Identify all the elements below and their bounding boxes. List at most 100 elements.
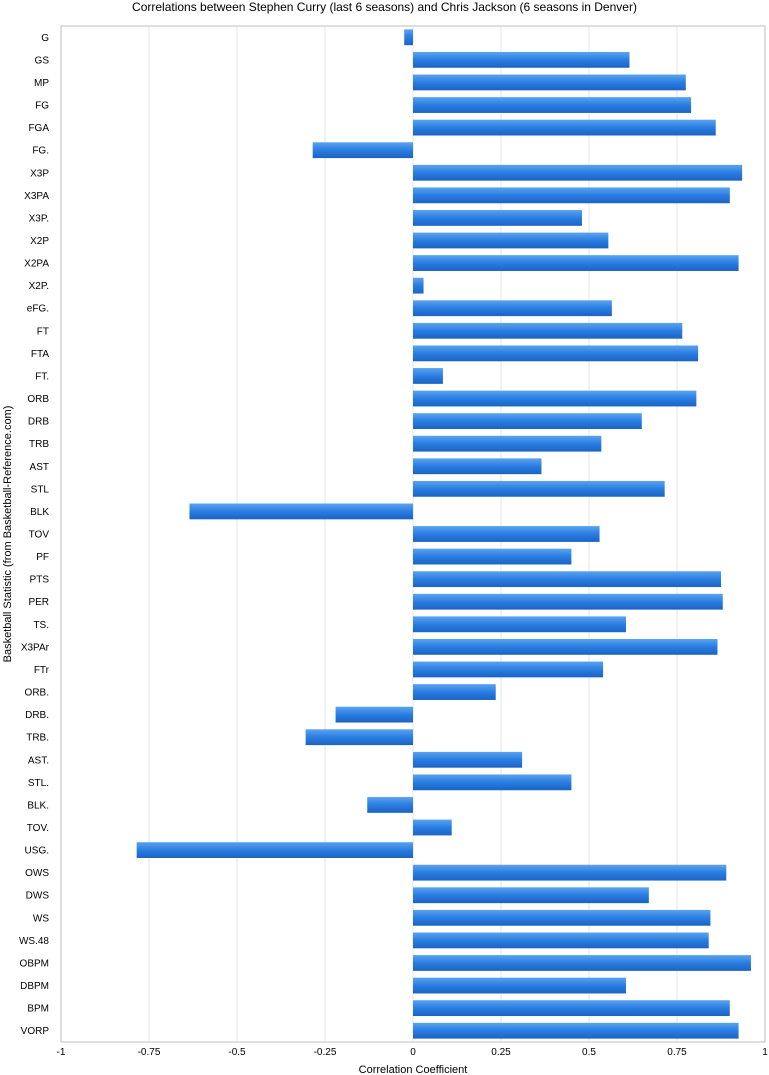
- x-tick-label: 0.5: [582, 1047, 596, 1058]
- category-labels: G GS MP FG FGA FG. X3P X3PA X3P. X2P X2PA X2P. eFG. F…: [19, 33, 50, 1037]
- category-label: DWS: [26, 891, 50, 902]
- bar-ast: [413, 458, 542, 475]
- category-label: FG: [35, 101, 49, 112]
- bar-fg-: [312, 142, 413, 159]
- chart-title: Correlations between Stephen Curry (last…: [132, 0, 637, 14]
- category-label: TOV.: [27, 823, 49, 834]
- bar-blk: [189, 503, 413, 520]
- bars: [136, 29, 751, 1039]
- bar-x2p-: [413, 277, 424, 294]
- category-label: FTr: [34, 665, 50, 676]
- x-tick-label: -0.5: [228, 1047, 246, 1058]
- category-label: DRB: [28, 417, 49, 428]
- bar-tov-: [413, 819, 452, 836]
- category-label: FG.: [32, 146, 49, 157]
- bar-g: [404, 29, 413, 46]
- bar-x3par: [413, 638, 718, 655]
- category-label: FTA: [31, 349, 49, 360]
- category-label: AST: [30, 462, 49, 473]
- x-tick-label: 0.75: [667, 1047, 687, 1058]
- bar-trb-: [305, 729, 413, 746]
- bar-x2p: [413, 232, 609, 249]
- bar-ws-48: [413, 932, 709, 949]
- bar-per: [413, 593, 723, 610]
- category-label: X3PAr: [21, 642, 50, 653]
- category-label: AST.: [28, 755, 49, 766]
- bar-stl: [413, 480, 665, 497]
- category-label: PTS: [30, 575, 50, 586]
- bar-ft-: [413, 368, 443, 384]
- bar-ows: [413, 864, 727, 881]
- bar-trb: [413, 435, 602, 452]
- category-label: X2P: [30, 236, 49, 247]
- bar-fta: [413, 345, 699, 362]
- category-label: DRB.: [25, 710, 49, 721]
- bar-obpm: [413, 955, 751, 971]
- category-label: TRB: [29, 439, 49, 450]
- category-label: MP: [34, 78, 49, 89]
- bar-mp: [413, 74, 686, 91]
- bar-ftr: [413, 661, 604, 678]
- x-tick-label: 1: [762, 1047, 768, 1058]
- category-label: FGA: [28, 123, 49, 134]
- category-label: BLK: [30, 507, 49, 518]
- bar-x3p-: [413, 210, 582, 226]
- category-label: X3PA: [24, 191, 49, 202]
- bar-drb: [413, 413, 642, 430]
- bar-x3p: [413, 164, 743, 181]
- bar-fga: [413, 119, 716, 136]
- category-label: WS.48: [19, 936, 49, 947]
- bar-ws: [413, 909, 711, 926]
- category-label: X3P.: [29, 213, 49, 224]
- category-label: TOV: [29, 530, 50, 541]
- category-label: TRB.: [26, 733, 49, 744]
- bar-pf: [413, 548, 572, 565]
- x-tick-labels: -1 -0.75 -0.5 -0.25 0 0.25 0.5 0.75 1: [57, 1047, 769, 1058]
- category-label: TS.: [33, 620, 49, 631]
- bar-dws: [413, 887, 649, 904]
- bar-x3pa: [413, 187, 730, 204]
- category-label: PF: [36, 552, 49, 563]
- bar-usg-: [136, 842, 413, 858]
- category-label: eFG.: [27, 304, 49, 315]
- x-tick-label: -0.75: [138, 1047, 161, 1058]
- bar-bpm: [413, 1000, 730, 1017]
- category-label: VORP: [21, 1026, 50, 1037]
- category-label: X2PA: [24, 259, 49, 270]
- x-tick-label: 0: [410, 1047, 416, 1058]
- bar-tov: [413, 526, 600, 542]
- category-label: OBPM: [20, 958, 49, 969]
- bar-gs: [413, 51, 630, 68]
- bar-orb: [413, 390, 697, 407]
- bar-pts: [413, 571, 721, 588]
- category-label: X2P.: [29, 281, 49, 292]
- bar-fg: [413, 97, 692, 113]
- category-label: BPM: [27, 1004, 49, 1015]
- category-label: G: [41, 33, 49, 44]
- bar-ast-: [413, 751, 523, 768]
- category-label: GS: [35, 55, 50, 66]
- category-label: STL.: [28, 778, 49, 789]
- bar-vorp: [413, 1022, 739, 1039]
- category-label: PER: [28, 597, 49, 608]
- bar-drb-: [335, 706, 413, 723]
- category-label: X3P: [30, 168, 49, 179]
- y-axis-title: Basketball Statistic (from Basketball-Re…: [2, 406, 14, 663]
- category-label: WS: [33, 913, 49, 924]
- category-label: FT: [37, 326, 49, 337]
- bar-ts-: [413, 616, 626, 633]
- bar-stl-: [413, 774, 572, 791]
- bar-x2pa: [413, 255, 739, 271]
- bar-ft: [413, 322, 683, 339]
- category-label: USG.: [25, 846, 49, 857]
- x-tick-label: -0.25: [314, 1047, 337, 1058]
- bar-efg-: [413, 300, 612, 317]
- x-axis-title: Correlation Coefficient: [359, 1064, 468, 1075]
- bar-blk-: [367, 797, 413, 813]
- bar-orb-: [413, 684, 496, 700]
- category-label: FT.: [35, 371, 49, 382]
- category-label: BLK.: [27, 800, 49, 811]
- category-label: ORB.: [25, 688, 49, 699]
- x-tick-label: -1: [57, 1047, 66, 1058]
